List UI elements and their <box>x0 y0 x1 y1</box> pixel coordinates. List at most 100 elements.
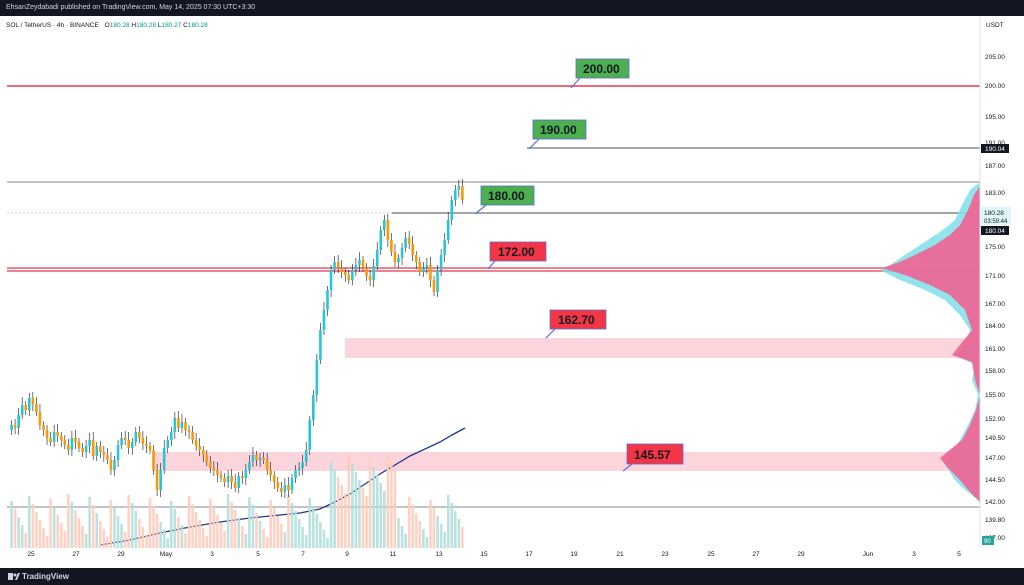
volume-bar <box>184 533 187 548</box>
callout-162[interactable]: 162.70 <box>545 309 607 339</box>
candle-body <box>379 230 383 250</box>
price-axis[interactable]: 205.00200.00195.00191.00187.00183.00179.… <box>985 54 1005 542</box>
volume-bar <box>411 505 414 548</box>
symbol-legend[interactable]: SOL / TetherUS · 4h · BINANCE O180.28 H1… <box>6 22 208 29</box>
callout-200-label: 200.00 <box>583 62 620 76</box>
candle-body <box>148 446 152 450</box>
callout-180[interactable]: 180.00 <box>474 185 535 215</box>
volume-bar <box>375 475 379 548</box>
callout-200[interactable]: 200.00 <box>570 58 630 89</box>
price-tick-label: 164.00 <box>985 323 1005 330</box>
volume-bar <box>38 520 42 548</box>
volume-bar <box>454 511 457 548</box>
candle-body <box>230 476 233 482</box>
volume-bar <box>84 534 88 548</box>
callout-190[interactable]: 190.00 <box>528 119 587 150</box>
volume-bar <box>20 525 24 548</box>
tradingview-brand[interactable]: TradingView <box>22 572 69 581</box>
time-axis[interactable]: 25 27 29 May 3 5 7 9 11 13 15 17 19 21 23 25 27 29 Jun 3 5 <box>27 551 961 558</box>
volume-bar <box>272 508 276 548</box>
candle-body <box>333 262 336 270</box>
support-zone-162 <box>345 338 980 358</box>
volume-bar <box>443 532 446 548</box>
volume-bar <box>230 502 233 548</box>
candle-body <box>226 476 230 482</box>
candle-body <box>461 186 464 200</box>
volume-bar <box>262 529 265 548</box>
candle-body <box>194 440 198 446</box>
volume-bar <box>404 534 407 548</box>
candle-body <box>280 488 283 492</box>
volume-bar <box>287 495 290 548</box>
candle-body <box>422 268 425 272</box>
volume-bar <box>241 526 244 548</box>
volume-bar <box>251 505 255 548</box>
callout-172[interactable]: 172.00 <box>487 241 547 270</box>
price-tick-label: 144.50 <box>985 477 1005 484</box>
candle-body <box>365 268 368 276</box>
candle-body <box>265 460 269 470</box>
volume-bar <box>170 501 173 548</box>
open-label: O <box>104 22 110 29</box>
candle-body <box>177 418 180 428</box>
chart-frame[interactable] <box>0 16 1024 568</box>
candle-body <box>354 265 358 270</box>
volume-bar <box>177 517 180 548</box>
volume-bar <box>379 483 383 548</box>
candle-body <box>283 485 287 492</box>
close-label: C <box>183 22 188 29</box>
volume-bar <box>425 537 429 548</box>
volume-bar <box>312 506 315 548</box>
candle-body <box>251 455 255 462</box>
volume-bar <box>88 497 91 548</box>
price-tick-label: 161.00 <box>985 346 1005 353</box>
candle-body <box>290 478 294 490</box>
volume-bar <box>77 518 81 548</box>
volume-bar <box>106 537 109 548</box>
volume-bar <box>223 531 226 548</box>
time-tick-label: 23 <box>661 551 669 558</box>
candle-body <box>127 440 130 448</box>
time-tick-label: 5 <box>957 551 961 558</box>
candlesticks <box>10 179 464 498</box>
price-tick-label: 195.00 <box>985 114 1005 121</box>
time-tick-label: Jun <box>863 551 874 558</box>
callout-145[interactable]: 145.57 <box>622 443 684 472</box>
candle-body <box>209 462 212 468</box>
volume-bar <box>244 534 248 548</box>
price-tick-label: 139.80 <box>985 517 1005 524</box>
volume-bar <box>42 528 45 548</box>
candle-body <box>205 455 209 462</box>
candle-body <box>258 458 262 460</box>
volume-bar <box>155 514 159 548</box>
close-value: 180.28 <box>187 22 208 29</box>
volume-bar <box>390 462 393 548</box>
time-tick-label: 15 <box>480 551 488 558</box>
candle-body <box>134 432 138 442</box>
volume-bar <box>209 499 212 548</box>
candle-body <box>340 268 343 272</box>
candle-body <box>393 252 397 262</box>
volume-bar <box>418 521 422 548</box>
candle-body <box>312 395 315 420</box>
candle-body <box>10 425 13 430</box>
candle-body <box>386 220 390 240</box>
candle-body <box>244 470 248 478</box>
price-tick-label: 175.00 <box>985 244 1005 251</box>
candle-body <box>397 258 400 262</box>
candle-body <box>248 462 251 470</box>
volume-bar <box>10 501 13 548</box>
volume-bar <box>297 519 301 548</box>
price-tick-label: 147.00 <box>985 455 1005 462</box>
candle-body <box>20 405 24 415</box>
volume-bar <box>290 503 294 548</box>
symbol-name[interactable]: SOL / TetherUS · 4h · BINANCE <box>6 22 99 29</box>
volume-bar <box>138 519 141 548</box>
candle-body <box>28 398 31 410</box>
candle-body <box>297 468 301 470</box>
badge-190-text: 190.04 <box>985 146 1005 153</box>
currency-label[interactable]: USDT <box>986 22 1004 29</box>
candle-body <box>436 270 439 292</box>
candle-body <box>191 432 194 440</box>
